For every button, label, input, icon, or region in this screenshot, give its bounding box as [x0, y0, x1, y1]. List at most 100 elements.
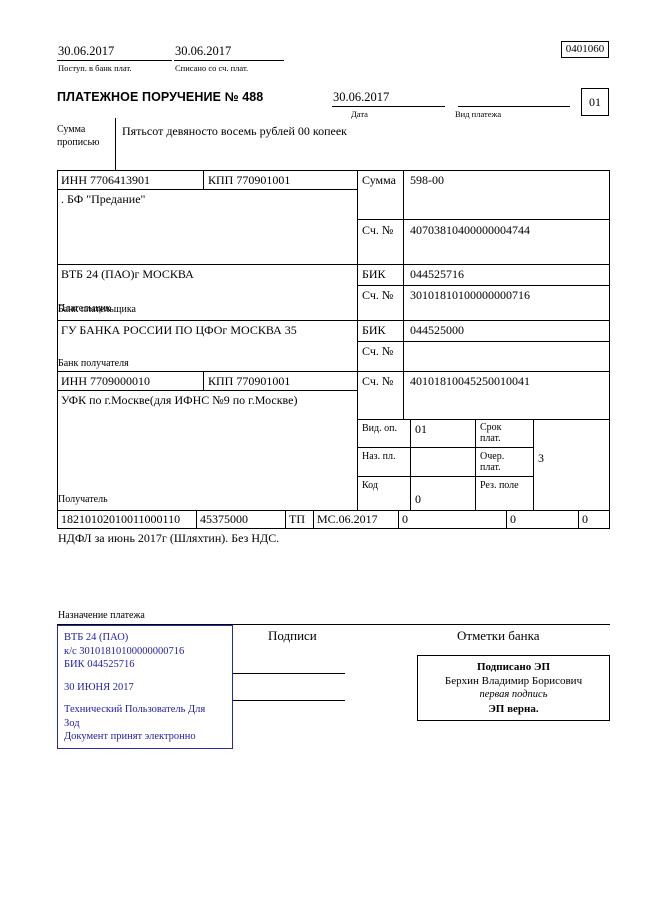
purpose-caption: Назначение платежа — [58, 610, 145, 621]
payer-inn-kpp-divider — [203, 170, 204, 189]
budget-period: МС.06.2017 — [317, 512, 378, 526]
payer-account-label: Сч. № — [362, 223, 394, 237]
payee-inn-label: ИНН — [61, 374, 87, 388]
header-date-label: Дата — [351, 109, 368, 119]
payee-kpp-label: КПП — [208, 374, 234, 388]
payment-kind-label: Вид платежа — [455, 109, 502, 119]
payee-bank-right-border — [609, 320, 610, 378]
payee-bank-top-border — [57, 320, 610, 321]
stamp-user-line-1: Технический Пользователь Для — [64, 704, 206, 715]
order-label-1: Очер. — [480, 451, 505, 462]
payee-bank-bik-account-separator — [357, 341, 610, 342]
codes-grid-top-border — [357, 419, 610, 420]
amount-account-separator — [357, 219, 610, 220]
amount-label-divider — [403, 170, 404, 320]
payee-caption: Получатель — [58, 494, 108, 505]
stamp-date: 30 ИЮНЯ 2017 — [64, 681, 134, 693]
amount-words-value: Пятьсот девяносто восемь рублей 00 копее… — [122, 124, 348, 138]
budget-row-top-border — [57, 510, 610, 511]
payee-account-label-divider — [403, 371, 404, 419]
op-kind-value: 01 — [415, 422, 427, 436]
amount-words-label-1: Сумма — [57, 124, 86, 135]
codes-col1-divider — [410, 419, 411, 510]
budget-b5 — [506, 510, 507, 529]
stamp-accepted: Документ принят электронно — [64, 731, 196, 742]
order-value: 3 — [538, 451, 544, 465]
electronic-stamp: ВТБ 24 (ПАО) к/с 30101810100000000716 БИ… — [57, 625, 233, 749]
bank-marks-line-1: Подписано ЭП — [476, 661, 551, 673]
payer-kpp: КПП 770901001 — [208, 173, 290, 188]
payer-inn-value: 7706413901 — [90, 173, 150, 187]
budget-b0 — [57, 510, 58, 529]
payer-inn-row-top-border — [57, 170, 610, 171]
written-off-date-label: Списано со сч. плат. — [175, 63, 249, 73]
op-kind-label: Вид. оп. — [362, 423, 397, 434]
purpose-bottom-border — [57, 624, 610, 625]
payee-kpp: КПП 770901001 — [208, 374, 290, 389]
bank-marks-line-4: ЭП верна. — [488, 703, 539, 715]
page-title: ПЛАТЕЖНОЕ ПОРУЧЕНИЕ № 488 — [57, 90, 264, 104]
payer-bank-bik-label: БИК — [362, 267, 386, 281]
payer-inn: ИНН 7706413901 — [61, 173, 150, 188]
payer-amount-value: 598-00 — [410, 173, 444, 187]
amount-words-divider — [115, 118, 116, 170]
payee-account-label: Сч. № — [362, 374, 394, 388]
received-date-label: Поступ. в банк плат. — [58, 63, 132, 73]
written-off-date-rule — [174, 60, 284, 61]
codes-row1-bottom-border — [357, 447, 533, 448]
purpose-code-label: Наз. пл. — [362, 451, 396, 462]
stamp-bank-name: ВТБ 24 (ПАО) — [64, 632, 129, 643]
payee-bank-name: ГУ БАНКА РОССИИ ПО ЦФОг МОСКВА 35 — [61, 323, 297, 337]
bank-marks-caption: Отметки банка — [457, 628, 540, 643]
payer-bank-caption: Банк плательщика — [58, 304, 136, 315]
payer-inn-label: ИНН — [61, 173, 87, 187]
stamp-user-line-2: Зод — [64, 717, 80, 729]
codes-col2-divider — [475, 419, 476, 510]
payer-account-value: 40703810400000004744 — [410, 223, 530, 237]
budget-b4 — [398, 510, 399, 529]
budget-basis: ТП — [289, 512, 305, 526]
bank-marks-line-3: первая подпись — [479, 689, 548, 700]
payer-inn-row-bottom-border — [57, 189, 357, 190]
form-code-box: 0401060 — [561, 41, 609, 58]
payee-right-border — [609, 371, 610, 510]
amount-col-left-border — [357, 170, 358, 320]
received-date-rule — [57, 60, 172, 61]
budget-b6 — [578, 510, 579, 529]
payee-bank-left-border — [57, 320, 58, 378]
payer-bank-bik-account-separator — [357, 285, 610, 286]
payment-kind-box: 01 — [581, 88, 609, 116]
payer-block-left-border — [57, 170, 58, 320]
header-date-value: 30.06.2017 — [333, 90, 390, 104]
payee-inn: ИНН 7709000010 — [61, 374, 150, 389]
term-label-2: плат. — [480, 433, 501, 444]
payee-code-col-border — [357, 371, 358, 510]
order-label-2: плат. — [480, 462, 501, 473]
payer-bank-top-border — [57, 264, 610, 265]
payer-block-right-border — [609, 170, 610, 320]
payer-bank-account-value: 30101810100000000716 — [410, 288, 530, 302]
header-date-rule — [332, 106, 445, 107]
budget-oktmo: 45375000 — [200, 512, 248, 526]
payee-inn-value: 7709000010 — [90, 374, 150, 388]
payer-bank-account-label: Сч. № — [362, 288, 394, 302]
payee-bank-code-col-border — [357, 320, 358, 378]
signature-line-2 — [225, 700, 345, 701]
stamp-corr-account: к/с 30101810100000000716 — [64, 645, 185, 657]
payee-account-value: 40101810045250010041 — [410, 374, 530, 388]
payer-bank-bik-value: 044525716 — [410, 267, 464, 281]
bank-marks-box: Подписано ЭП Берхин Владимир Борисович п… — [417, 655, 610, 721]
stamp-spacer-1 — [64, 672, 226, 681]
codes-col3-divider — [533, 419, 534, 510]
stamp-bik: БИК 044525716 — [64, 659, 135, 670]
payee-kpp-value: 770901001 — [236, 374, 291, 388]
payer-name: . БФ "Предание" — [61, 192, 146, 206]
payee-bank-code-label-divider — [403, 320, 404, 378]
payee-bank-account-label: Сч. № — [362, 344, 394, 358]
payee-top-border — [57, 371, 610, 372]
payee-inn-kpp-divider — [203, 371, 204, 390]
amount-words-label-2: прописью — [57, 137, 100, 148]
budget-doc-number: 0 — [402, 512, 408, 526]
payer-bank-name: ВТБ 24 (ПАО)г МОСКВА — [61, 267, 194, 281]
signature-line-1 — [225, 673, 345, 674]
